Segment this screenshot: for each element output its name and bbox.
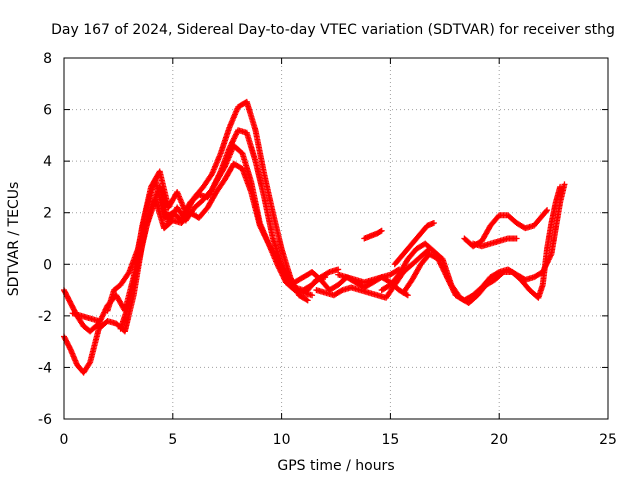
series-track-10 bbox=[400, 181, 568, 304]
data-point bbox=[561, 181, 568, 188]
data-point bbox=[544, 207, 551, 214]
y-tick-label: 4 bbox=[43, 154, 52, 170]
data-point bbox=[86, 360, 93, 367]
series-track-13 bbox=[470, 235, 520, 250]
data-point bbox=[494, 269, 501, 276]
y-axis-label: SDTVAR / TECUs bbox=[6, 182, 22, 297]
data-point bbox=[404, 292, 411, 299]
data-point bbox=[430, 220, 437, 227]
x-tick-label: 0 bbox=[60, 432, 69, 448]
y-tick-label: 0 bbox=[43, 257, 52, 273]
data-point bbox=[304, 297, 311, 304]
axis-ticks: 0 5 10 15 20 25 -6 -4 -2 0 2 4 6 8 bbox=[38, 51, 617, 448]
x-tick-label: 5 bbox=[168, 432, 177, 448]
chart-title: Day 167 of 2024, Sidereal Day-to-day VTE… bbox=[51, 22, 615, 38]
series-track-11 bbox=[391, 220, 437, 268]
data-point bbox=[303, 296, 310, 303]
data-point bbox=[378, 227, 385, 234]
data-point bbox=[325, 269, 332, 276]
y-tick-label: -4 bbox=[38, 360, 52, 376]
x-tick-label: 10 bbox=[273, 432, 291, 448]
plot-frame bbox=[63, 57, 609, 420]
y-tick-label: -2 bbox=[38, 309, 52, 325]
data-point bbox=[66, 345, 73, 352]
data-point bbox=[221, 164, 228, 171]
data-point bbox=[338, 287, 345, 294]
data-point bbox=[513, 235, 520, 242]
series-track-14 bbox=[69, 310, 102, 325]
series-track-8 bbox=[361, 227, 385, 242]
y-tick-label: 6 bbox=[43, 103, 52, 119]
data-series bbox=[61, 98, 568, 376]
data-point bbox=[335, 266, 342, 273]
y-tick-label: 2 bbox=[43, 206, 52, 222]
y-tick-label: 8 bbox=[43, 51, 52, 67]
grid-lines bbox=[64, 58, 608, 419]
x-tick-label: 15 bbox=[381, 432, 399, 448]
data-point bbox=[95, 318, 102, 325]
x-axis-label: GPS time / hours bbox=[277, 458, 394, 474]
x-tick-label: 20 bbox=[490, 432, 508, 448]
y-tick-label: -6 bbox=[38, 412, 52, 428]
series-track-4 bbox=[117, 160, 316, 332]
data-point bbox=[543, 208, 550, 215]
series-track-2 bbox=[61, 127, 329, 376]
data-point bbox=[309, 292, 316, 299]
x-tick-label: 25 bbox=[599, 432, 617, 448]
data-point bbox=[403, 291, 410, 298]
